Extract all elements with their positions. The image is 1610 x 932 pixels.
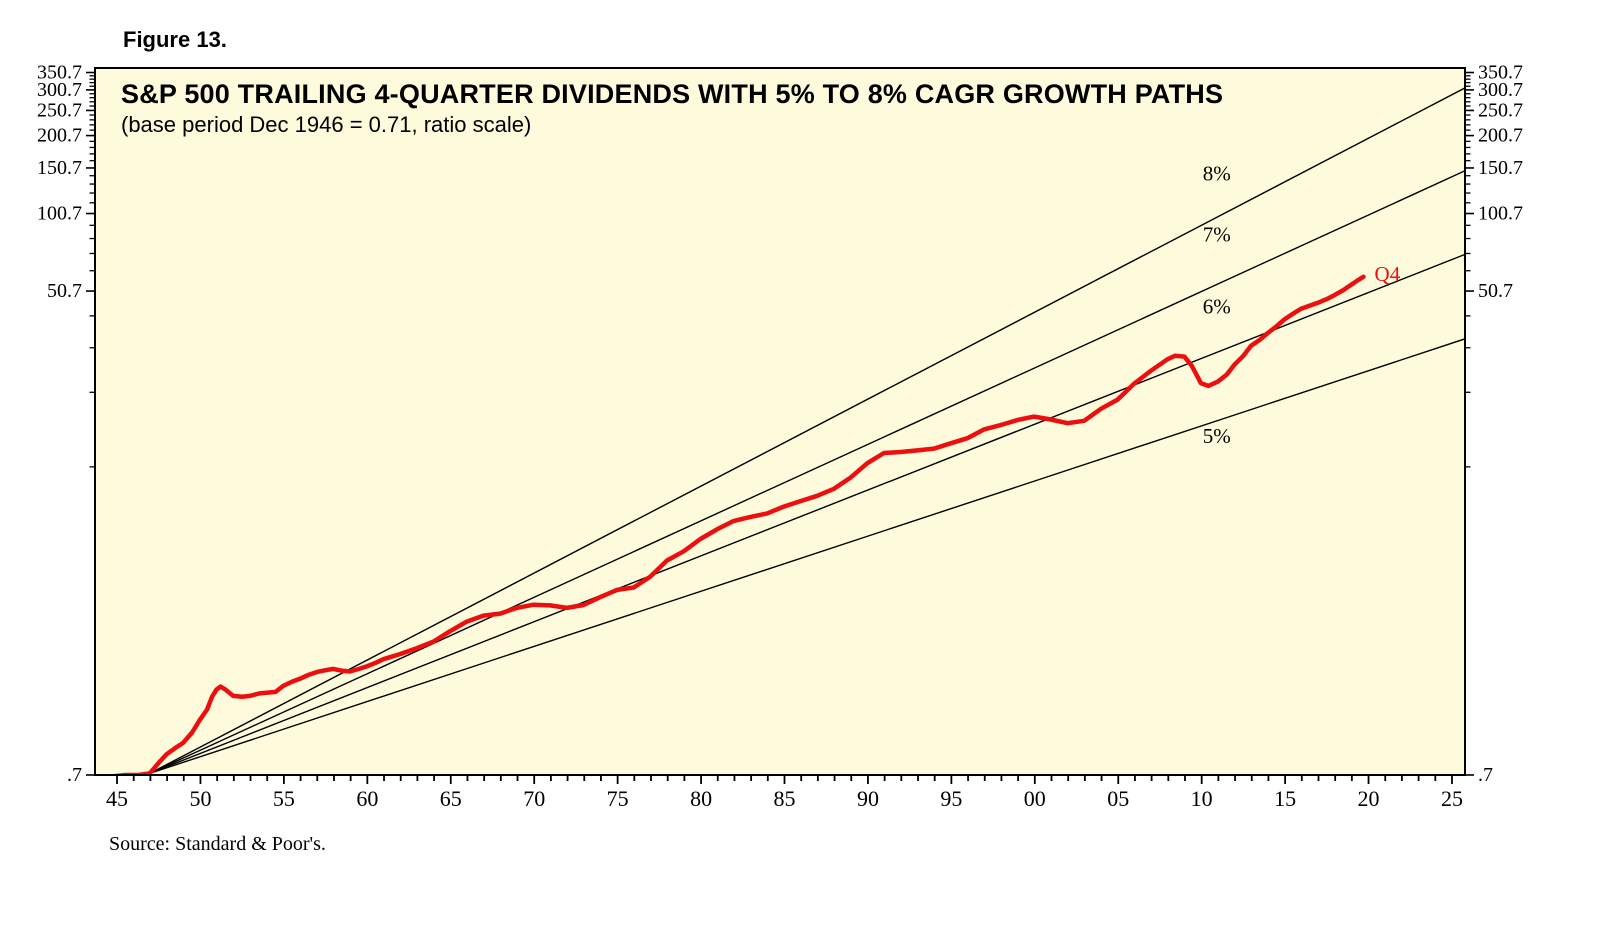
series-end-label: Q4 bbox=[1375, 262, 1401, 286]
plot-border bbox=[94, 67, 1466, 776]
y-axis-label-left: 100.7 bbox=[37, 203, 82, 225]
y-axis-label-left: 250.7 bbox=[37, 99, 82, 121]
y-axis-label-left: 350.7 bbox=[37, 62, 82, 84]
cagr-label-8pct: 8% bbox=[1203, 161, 1231, 185]
cagr-line-6pct bbox=[149, 253, 1465, 775]
x-axis-label: 55 bbox=[273, 786, 295, 811]
y-axis-label-left: 150.7 bbox=[37, 157, 82, 179]
x-axis-label: 20 bbox=[1358, 786, 1380, 811]
cagr-label-6pct: 6% bbox=[1203, 294, 1231, 318]
y-axis-label-right: 300.7 bbox=[1478, 79, 1523, 101]
source-note: Source: Standard & Poor's. bbox=[109, 833, 326, 855]
y-axis-label-left: 200.7 bbox=[37, 125, 82, 147]
x-axis-label: 70 bbox=[523, 786, 545, 811]
cagr-line-8pct bbox=[149, 87, 1465, 775]
dividends-series-line bbox=[108, 274, 1366, 775]
y-axis-label-right: .7 bbox=[1478, 764, 1493, 786]
y-axis-label-left: 50.7 bbox=[47, 280, 82, 302]
x-axis-label: 90 bbox=[857, 786, 879, 811]
y-axis-label-left: .7 bbox=[67, 764, 82, 786]
x-axis-label: 00 bbox=[1024, 786, 1046, 811]
y-axis-label-left: 300.7 bbox=[37, 79, 82, 101]
chart-title: S&P 500 TRAILING 4-QUARTER DIVIDENDS WIT… bbox=[121, 79, 1224, 109]
x-axis-label: 45 bbox=[106, 786, 128, 811]
cagr-line-5pct bbox=[149, 338, 1465, 775]
x-axis-label: 80 bbox=[690, 786, 712, 811]
y-axis-label-right: 100.7 bbox=[1478, 203, 1523, 225]
x-axis-label: 05 bbox=[1107, 786, 1129, 811]
x-axis-label: 75 bbox=[607, 786, 629, 811]
y-axis-label-right: 200.7 bbox=[1478, 125, 1523, 147]
x-axis-label: 15 bbox=[1274, 786, 1296, 811]
x-axis-label: 25 bbox=[1441, 786, 1463, 811]
x-axis-label: 50 bbox=[189, 786, 211, 811]
y-axis-label-right: 350.7 bbox=[1478, 62, 1523, 84]
x-axis-label: 85 bbox=[774, 786, 796, 811]
cagr-label-7pct: 7% bbox=[1203, 223, 1231, 247]
x-axis-label: 65 bbox=[440, 786, 462, 811]
figure-label: Figure 13. bbox=[123, 27, 227, 52]
plot-area bbox=[95, 68, 1465, 775]
chart-subtitle: (base period Dec 1946 = 0.71, ratio scal… bbox=[121, 112, 532, 137]
y-axis-label-right: 250.7 bbox=[1478, 99, 1523, 121]
x-axis-label: 10 bbox=[1191, 786, 1213, 811]
y-axis-label-right: 150.7 bbox=[1478, 157, 1523, 179]
x-axis-label: 60 bbox=[356, 786, 378, 811]
cagr-label-5pct: 5% bbox=[1203, 424, 1231, 448]
cagr-line-7pct bbox=[149, 170, 1465, 775]
x-axis-label: 95 bbox=[940, 786, 962, 811]
y-axis-label-right: 50.7 bbox=[1478, 280, 1513, 302]
